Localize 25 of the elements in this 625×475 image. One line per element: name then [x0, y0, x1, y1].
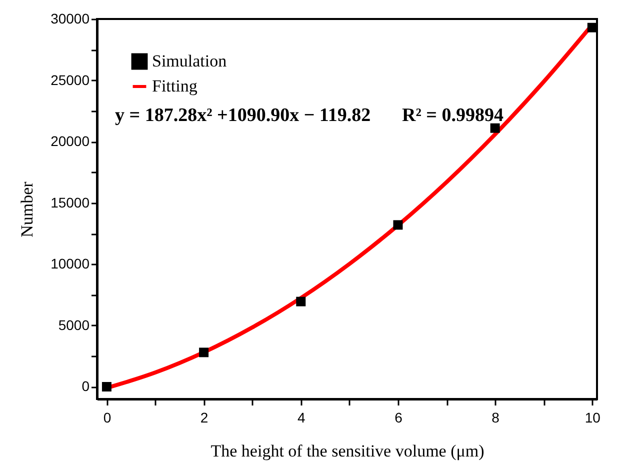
point: [199, 348, 209, 358]
x-tick-label: 4: [297, 410, 306, 426]
y-tick-label: 30000: [50, 10, 90, 26]
annotation: R² = 0.99894: [402, 105, 504, 126]
x-tick-label: 8: [492, 410, 500, 426]
point: [296, 296, 306, 306]
legend-label: Simulation: [152, 52, 228, 70]
x-tick-label: 0: [103, 410, 112, 426]
point: [393, 220, 403, 230]
annotation: y = 187.28x² +1090.90x − 119.82: [115, 105, 371, 126]
x-tick-label: 6: [394, 410, 403, 426]
legend-label: Fitting: [152, 76, 198, 96]
y-tick-label: 20000: [50, 133, 90, 150]
x-tick-label: 2: [200, 410, 208, 426]
y-tick-label: 10000: [50, 256, 90, 272]
y-axis-title: Number: [18, 181, 37, 238]
x-axis-title: The height of the sensitive volume (μm): [210, 442, 484, 460]
point: [587, 22, 597, 32]
point: [490, 123, 500, 133]
y-tick-label: 25000: [50, 72, 90, 88]
x-tick-label: 10: [584, 410, 601, 426]
point: [102, 382, 112, 392]
y-tick-label: 0: [82, 378, 90, 394]
y-tick-label: 15000: [50, 194, 90, 210]
y-tick-label: 5000: [58, 316, 90, 333]
